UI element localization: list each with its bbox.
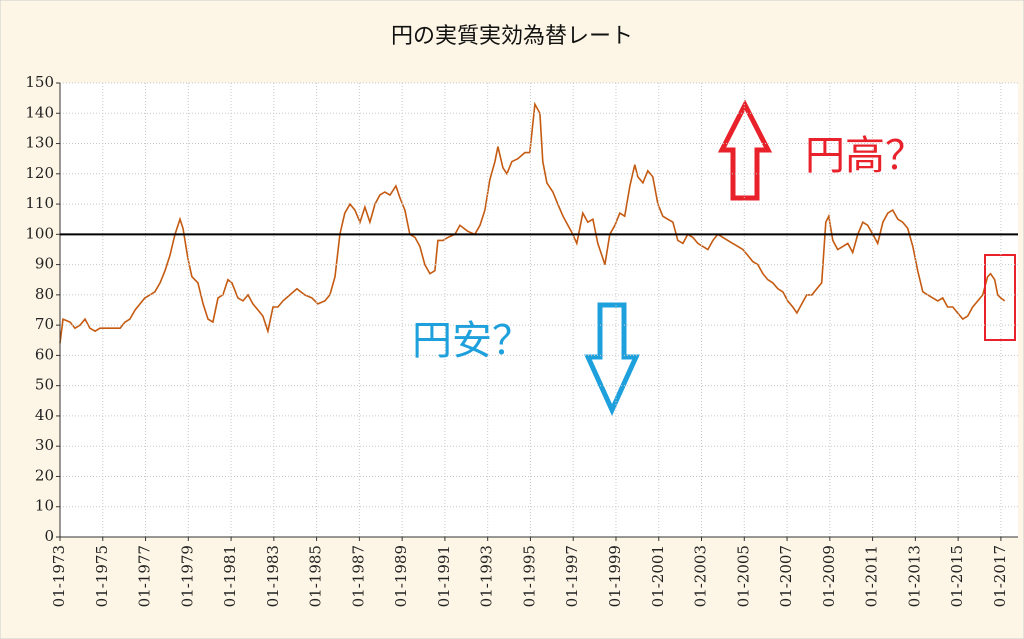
x-tick-label: 01-2015 xyxy=(948,545,966,607)
x-tick-label: 01-1993 xyxy=(478,545,496,607)
y-tick-label: 0 xyxy=(44,527,54,545)
up-arrow xyxy=(717,99,773,201)
x-tick-label: 01-2013 xyxy=(905,545,923,607)
y-tick-label: 150 xyxy=(25,73,54,91)
y-tick-label: 100 xyxy=(25,224,54,242)
y-tick-label: 30 xyxy=(35,436,54,454)
x-tick-label: 01-1979 xyxy=(178,545,196,607)
x-tick-label: 01-1989 xyxy=(392,545,410,607)
x-tick-label: 01-2009 xyxy=(820,545,838,607)
x-tick-label: 01-1977 xyxy=(136,545,154,607)
y-tick-label: 70 xyxy=(35,315,54,333)
x-tick-label: 01-1995 xyxy=(520,545,538,607)
y-tick-label: 20 xyxy=(35,466,54,484)
y-tick-label: 110 xyxy=(25,194,54,212)
x-tick-label: 01-1983 xyxy=(264,545,282,607)
x-tick-label: 01-2007 xyxy=(777,545,795,607)
x-tick-label: 01-2005 xyxy=(734,545,752,607)
annotation: 円安？ xyxy=(412,318,532,364)
y-tick-label: 120 xyxy=(25,164,54,182)
x-tick-label: 01-1991 xyxy=(435,545,453,607)
highlight-box xyxy=(984,254,1016,341)
x-tick-label: 01-1981 xyxy=(221,545,239,607)
x-tick-label: 01-1999 xyxy=(606,545,624,607)
y-tick-label: 50 xyxy=(35,376,54,394)
x-tick-label: 01-1973 xyxy=(50,545,68,607)
y-tick-label: 90 xyxy=(35,255,54,273)
y-tick-label: 60 xyxy=(35,345,54,363)
annotation: 円高？ xyxy=(805,133,925,179)
data-line xyxy=(59,101,1006,344)
x-tick-label: 01-1975 xyxy=(93,545,111,607)
x-tick-label: 01-2001 xyxy=(649,545,667,607)
x-tick-label: 01-2011 xyxy=(863,545,881,607)
chart-title: 円の実質実効為替レート xyxy=(391,24,633,49)
y-tick-label: 80 xyxy=(35,285,54,303)
y-tick-label: 140 xyxy=(25,103,54,121)
y-tick-label: 40 xyxy=(35,406,54,424)
x-tick-label: 01-1985 xyxy=(307,545,325,607)
down-arrow xyxy=(584,302,640,417)
x-tick-label: 01-1997 xyxy=(563,545,581,607)
plot-area xyxy=(60,83,1018,537)
x-tick-label: 01-2003 xyxy=(692,545,710,607)
y-tick-label: 130 xyxy=(25,134,54,152)
x-tick-label: 01-1987 xyxy=(349,545,367,607)
x-tick-label: 01-2017 xyxy=(991,545,1009,607)
y-tick-label: 10 xyxy=(35,497,54,515)
